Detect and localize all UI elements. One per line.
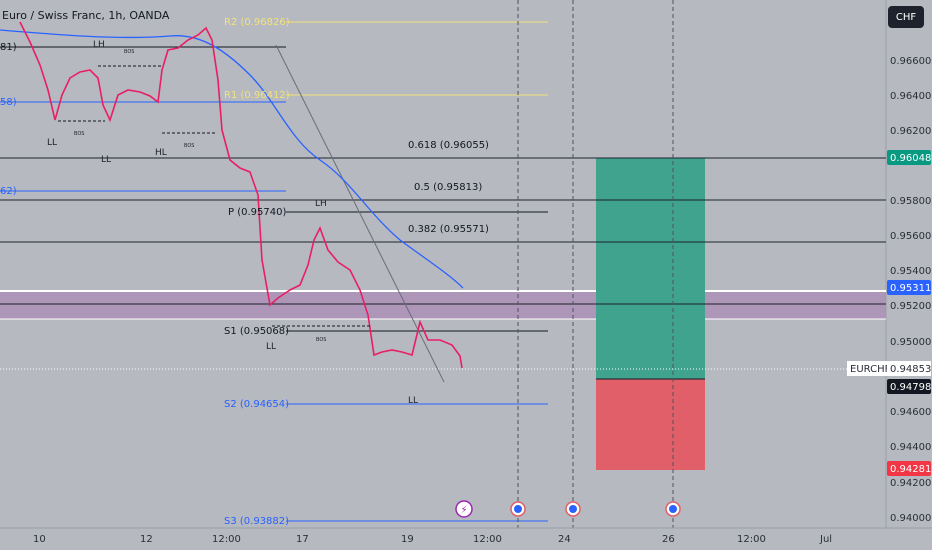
ll-label-1: LL (47, 138, 57, 148)
symbol-title: Euro / Swiss Franc, 1h, OANDA (2, 9, 170, 22)
r1-label: R1 (0.96412) (224, 90, 290, 101)
time-tick: 12:00 (212, 534, 241, 545)
event-flag-icon-3 (669, 505, 677, 513)
price-tick: 0.94600 (890, 407, 931, 418)
bos-label-2: BOS (124, 49, 134, 55)
entry-price-text: 0.94798 (890, 382, 931, 393)
profit-zone[interactable] (596, 158, 705, 379)
resistance-zone[interactable] (0, 291, 886, 319)
prev-label-3: 62) (0, 186, 17, 197)
price-tick: 0.94200 (890, 478, 931, 489)
s3-label: S3 (0.93882) (224, 516, 289, 527)
price-tick: 0.96400 (890, 91, 931, 102)
time-tick: 17 (296, 534, 309, 545)
symbol-badge (847, 361, 887, 376)
moving-average (0, 29, 464, 289)
price-tick: 0.95800 (890, 196, 931, 207)
price-tick: 0.94000 (890, 513, 931, 524)
bos-label-3: BOS (184, 143, 194, 149)
time-tick: 10 (33, 534, 46, 545)
time-tick: 12:00 (473, 534, 502, 545)
bos-label-1: BOS (74, 131, 84, 137)
prev-label-1: 81) (0, 42, 17, 53)
last-price-text: 0.94853 (890, 364, 931, 375)
stop-zone[interactable] (596, 379, 705, 470)
event-flag-icon-2 (569, 505, 577, 513)
price-tick: 0.96600 (890, 56, 931, 67)
prev-label-2: 58) (0, 97, 17, 108)
target-price-badge[interactable] (887, 150, 931, 165)
time-tick: 12:00 (737, 534, 766, 545)
stop-price-badge[interactable] (887, 461, 931, 476)
r2-label: R2 (0.96826) (224, 17, 290, 28)
stop-price-text: 0.94281 (890, 464, 931, 475)
time-tick: 26 (662, 534, 675, 545)
last-price-badge[interactable] (887, 361, 931, 376)
price-series (19, 21, 463, 369)
resistance-price-badge[interactable] (887, 280, 931, 295)
hl-label: HL (155, 148, 167, 158)
time-tick: 12 (140, 534, 153, 545)
currency-button[interactable]: CHF (888, 6, 924, 28)
p-label: P (0.95740) (228, 207, 286, 218)
price-tick: 0.95000 (890, 337, 931, 348)
ll-label-3: LL (266, 342, 276, 352)
lh-label-2: LH (315, 199, 327, 209)
fib-382-label: 0.382 (0.95571) (408, 224, 489, 235)
symbol-badge-text: EURCHF (850, 364, 891, 375)
event-flag-icon-1 (514, 505, 522, 513)
s1-label: S1 (0.95068) (224, 326, 289, 337)
fib-5-label: 0.5 (0.95813) (414, 182, 482, 193)
ll-label-2: LL (101, 155, 111, 165)
target-price-text: 0.96048 (890, 153, 931, 164)
price-tick: 0.96200 (890, 126, 931, 137)
s2-label: S2 (0.94654) (224, 399, 289, 410)
bos-label-4: BOS (316, 337, 326, 343)
ll-label-4: LL (408, 396, 418, 406)
lightning-glyph: ⚡ (460, 505, 467, 516)
lightning-icon[interactable] (455, 500, 473, 518)
price-tick: 0.95400 (890, 266, 931, 277)
time-tick: 24 (558, 534, 571, 545)
trend-line[interactable] (275, 44, 445, 383)
time-tick: Jul (819, 534, 832, 545)
time-tick: 19 (401, 534, 414, 545)
lh-label-1: LH (93, 40, 105, 50)
entry-price-badge[interactable] (887, 379, 931, 394)
fib-618-label: 0.618 (0.96055) (408, 140, 489, 151)
price-tick: 0.95600 (890, 231, 931, 242)
price-tick: 0.95200 (890, 301, 931, 312)
resistance-price-text: 0.95311 (890, 283, 931, 294)
price-tick: 0.94400 (890, 442, 931, 453)
